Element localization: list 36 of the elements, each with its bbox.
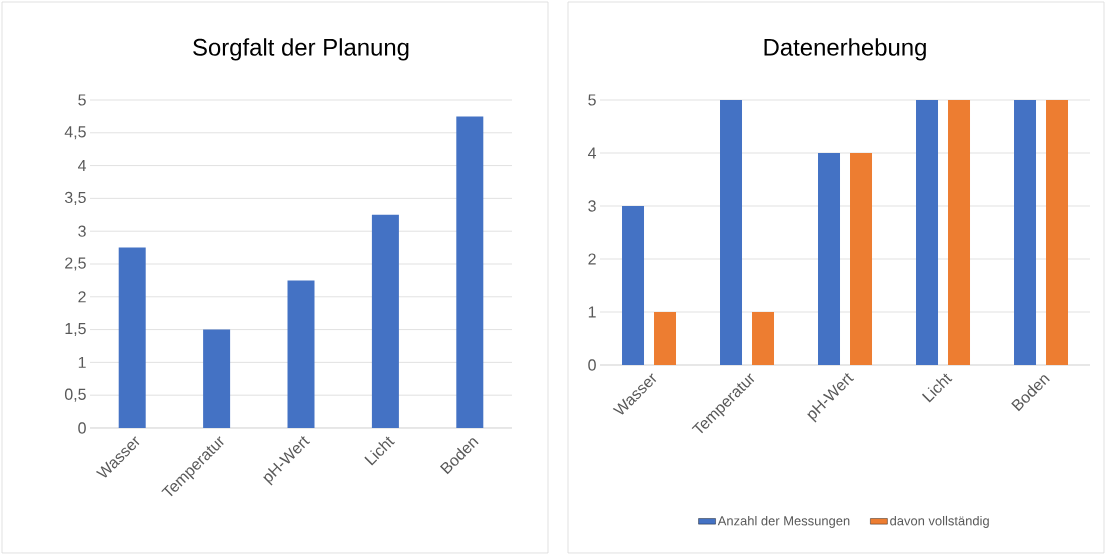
bar [1014,99,1037,365]
bar [948,99,971,365]
y-tick-label: 4,5 [64,126,86,140]
bar [850,152,873,365]
bar [622,205,645,365]
bar [456,116,484,428]
y-tick-label: 1 [78,356,86,368]
bar [371,214,399,428]
bar [916,99,939,365]
bar [203,329,231,428]
bar [752,311,775,365]
chart-title: Sorgfalt der Planung [193,38,409,61]
y-tick-label: 4 [77,160,87,172]
y-tick-label: 0 [588,359,596,371]
bar [1046,99,1069,365]
y-tick-label: 0,5 [64,388,86,402]
y-tick-label: 5 [78,94,86,106]
y-tick-label: 3 [588,200,596,212]
y-tick-label: 2 [588,253,596,265]
y-tick-label: 1 [588,306,596,318]
bar [654,311,677,365]
y-tick-label: 1,5 [65,323,86,337]
chart-title: Datenerhebung [764,38,926,61]
y-tick-label: 0 [78,422,86,434]
bar [287,280,315,428]
y-tick-label: 2 [78,291,86,303]
y-tick-label: 5 [588,94,596,106]
bar [118,247,146,428]
y-tick-label: 3,5 [64,191,86,205]
y-tick-label: 4 [587,147,597,159]
legend-label: davon vollständig [890,515,989,528]
bar [818,152,841,365]
y-tick-label: 3 [78,225,86,237]
bar [720,99,743,365]
y-tick-label: 2,5 [65,257,86,271]
legend-label: Anzahl der Messungen [717,515,850,528]
